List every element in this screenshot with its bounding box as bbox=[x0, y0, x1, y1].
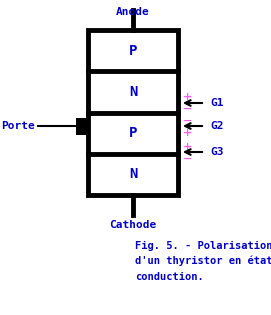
Text: Anode: Anode bbox=[116, 7, 150, 17]
Text: G2: G2 bbox=[210, 121, 224, 131]
Text: +: + bbox=[183, 142, 192, 152]
Text: +: + bbox=[183, 128, 192, 138]
Text: G3: G3 bbox=[210, 147, 224, 157]
Text: P: P bbox=[129, 43, 137, 58]
Text: −: − bbox=[183, 154, 192, 164]
Text: G1: G1 bbox=[210, 98, 224, 108]
Text: Porte: Porte bbox=[1, 121, 35, 131]
Text: conduction.: conduction. bbox=[135, 272, 204, 282]
Text: P: P bbox=[129, 126, 137, 140]
Text: −: − bbox=[183, 104, 192, 114]
Bar bbox=[88, 30, 178, 195]
Text: +: + bbox=[183, 92, 192, 102]
Text: N: N bbox=[129, 85, 137, 99]
Text: Cathode: Cathode bbox=[109, 220, 157, 230]
Text: d'un thyristor en état de: d'un thyristor en état de bbox=[135, 256, 271, 266]
Text: Fig. 5. - Polarisation des jonctions: Fig. 5. - Polarisation des jonctions bbox=[135, 240, 271, 251]
Text: −: − bbox=[183, 116, 192, 126]
Bar bbox=[76, 118, 88, 135]
Text: N: N bbox=[129, 167, 137, 181]
